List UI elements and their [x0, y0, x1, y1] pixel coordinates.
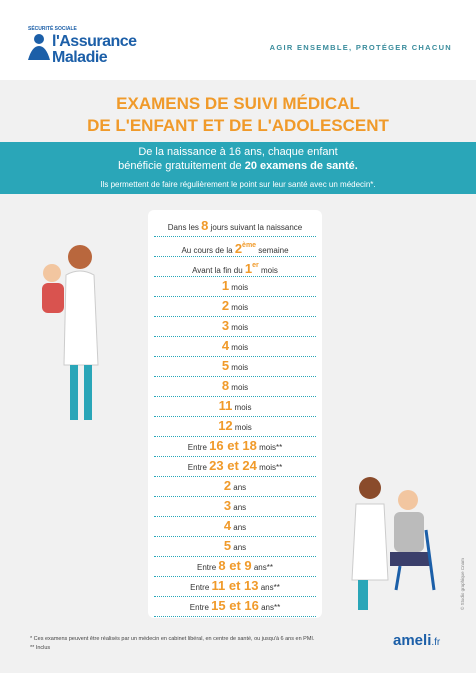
- row-text: ans: [233, 503, 247, 512]
- row-text: mois: [231, 363, 249, 372]
- row-sup: ème: [242, 242, 257, 249]
- row-sup: er: [252, 262, 259, 269]
- credit: © Studio graphique Cnam: [460, 558, 465, 610]
- row-number: 4: [223, 518, 232, 533]
- schedule-row: Avant la fin du 1er mois: [154, 256, 316, 277]
- row-number: 5: [223, 538, 232, 553]
- row-text: mois: [231, 343, 249, 352]
- schedule-row: 8 mois: [154, 376, 316, 397]
- row-number: 2: [221, 298, 230, 313]
- schedule-row: 11 mois: [154, 396, 316, 417]
- row-text: Entre: [190, 583, 210, 592]
- row-number: 11 et 13: [211, 578, 259, 593]
- schedule-row: 1 mois: [154, 276, 316, 297]
- header: SÉCURITÉ SOCIALE l'Assurance Maladie AGI…: [0, 0, 476, 80]
- row-number: 12: [218, 418, 233, 433]
- row-text: mois**: [259, 443, 283, 452]
- title: DE L'ENFANT ET DE L'ADOLESCENT: [87, 116, 389, 135]
- row-text: ans**: [253, 563, 273, 572]
- row-text: Entre: [187, 463, 207, 472]
- row-text: Au cours de la: [181, 246, 233, 255]
- footnote: ** Inclus: [30, 645, 51, 651]
- schedule-row: 4 mois: [154, 336, 316, 357]
- schedule-list: Dans les 8 jours suivant la naissance Au …: [148, 210, 322, 618]
- row-text: Entre: [197, 563, 217, 572]
- banner-subtext: Ils permettent de faire régulièrement le…: [100, 180, 376, 189]
- row-text: mois: [234, 423, 252, 432]
- row-number: 11: [218, 398, 233, 413]
- row-number: 8: [221, 378, 230, 393]
- row-text: ans: [233, 483, 247, 492]
- row-number: 8 et 9: [218, 558, 252, 573]
- schedule-row: Entre 16 et 18 mois**: [154, 436, 316, 457]
- brand-ext: .fr: [431, 637, 441, 648]
- banner-text: bénéficie gratuitement de 20 examens de …: [0, 160, 476, 172]
- schedule-row: 12 mois: [154, 416, 316, 437]
- logo-text: l'Assurance: [52, 33, 137, 50]
- row-text: mois: [231, 383, 249, 392]
- text: 20 examens de santé.: [244, 160, 358, 172]
- schedule-row: 2 ans: [154, 476, 316, 497]
- brand: ameli.fr: [393, 632, 440, 649]
- row-number: 15 et 16: [211, 598, 259, 613]
- schedule-row: 5 ans: [154, 536, 316, 557]
- banner-text: De la naissance à 16 ans, chaque enfant: [138, 146, 338, 158]
- schedule-row: Au cours de la 2ème semaine: [154, 236, 316, 257]
- title: EXAMENS DE SUIVI MÉDICAL: [116, 94, 360, 113]
- schedule-row: 5 mois: [154, 356, 316, 377]
- row-number: 1: [221, 278, 230, 293]
- footnote: * Ces examens peuvent être réalisés par …: [30, 636, 315, 642]
- row-number: 16 et 18: [209, 438, 257, 453]
- schedule-row: Entre 8 et 9 ans**: [154, 556, 316, 577]
- schedule-row: 3 mois: [154, 316, 316, 337]
- schedule-row: Entre 15 et 16 ans**: [154, 596, 316, 617]
- logo-icon: [28, 34, 50, 60]
- schedule-row: 4 ans: [154, 516, 316, 537]
- row-text: mois: [234, 403, 252, 412]
- row-text: mois: [231, 323, 249, 332]
- text: bénéficie gratuitement de: [118, 160, 242, 172]
- row-number: 4: [221, 338, 230, 353]
- schedule-row: Entre 23 et 24 mois**: [154, 456, 316, 477]
- schedule-row: 3 ans: [154, 496, 316, 517]
- row-text: mois**: [259, 463, 283, 472]
- schedule-row: Entre 11 et 13 ans**: [154, 576, 316, 597]
- row-text: mois: [231, 283, 249, 292]
- row-number: 3: [223, 498, 232, 513]
- illustration-patient: [351, 477, 436, 610]
- row-text: mois: [231, 303, 249, 312]
- banner: De la naissance à 16 ans, chaque enfant …: [0, 142, 476, 194]
- row-text: ans: [233, 523, 247, 532]
- logo-text: Maladie: [52, 49, 108, 66]
- row-text: Entre: [187, 443, 207, 452]
- row-number: 3: [221, 318, 230, 333]
- row-text: ans: [233, 543, 247, 552]
- row-number: 8: [201, 218, 209, 233]
- schedule-row: Dans les 8 jours suivant la naissance: [154, 216, 316, 237]
- schedule-row: 2 mois: [154, 296, 316, 317]
- row-number: 1: [244, 261, 253, 276]
- illustration-doctor: [42, 245, 99, 420]
- row-text: ans**: [261, 603, 281, 612]
- row-text: mois: [261, 266, 278, 275]
- row-text: Avant la fin du: [192, 266, 243, 275]
- row-number: 23 et 24: [209, 458, 257, 473]
- row-text: Dans les: [167, 223, 199, 232]
- row-number: 2: [223, 478, 232, 493]
- row-number: 5: [221, 358, 230, 373]
- brand-name: ameli: [393, 632, 432, 649]
- row-text: ans**: [260, 583, 280, 592]
- logo-small: SÉCURITÉ SOCIALE: [28, 26, 77, 32]
- row-number: 2: [234, 241, 243, 256]
- row-text: jours suivant la naissance: [210, 223, 303, 232]
- row-text: Entre: [189, 603, 209, 612]
- tagline: AGIR ENSEMBLE, PROTÉGER CHACUN: [269, 43, 452, 52]
- row-text: semaine: [258, 246, 289, 255]
